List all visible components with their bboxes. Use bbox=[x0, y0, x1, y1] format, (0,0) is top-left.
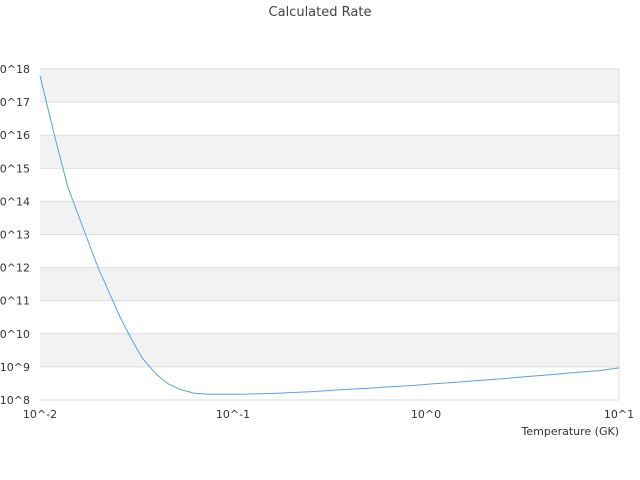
y-tick-label: 10^12 bbox=[0, 262, 30, 275]
x-tick-label: 10^-1 bbox=[216, 408, 250, 421]
y-tick-label: 10^15 bbox=[0, 162, 30, 175]
plot-band bbox=[40, 267, 619, 301]
y-tick-label: 10^17 bbox=[0, 96, 30, 109]
y-tick-label: 10^18 bbox=[0, 63, 30, 76]
y-tick-label: 10^16 bbox=[0, 129, 30, 142]
y-tick-label: 10^11 bbox=[0, 295, 30, 308]
grid-lines bbox=[40, 68, 620, 401]
x-tick-label: 10^1 bbox=[604, 408, 634, 421]
y-tick-label: 10^14 bbox=[0, 195, 30, 208]
plot-band bbox=[40, 300, 619, 334]
y-tick-label: 10^8 bbox=[0, 394, 30, 407]
plot-band bbox=[40, 366, 619, 400]
plot-band bbox=[40, 69, 619, 103]
plot-band bbox=[40, 135, 619, 169]
chart-title: Calculated Rate bbox=[269, 5, 372, 20]
plot-band bbox=[40, 201, 619, 235]
plot-band bbox=[40, 102, 619, 136]
x-axis-label: Temperature (GK) bbox=[521, 425, 620, 438]
rate-line bbox=[39, 75, 620, 395]
x-tick-label: 10^0 bbox=[411, 408, 441, 421]
plot-band bbox=[40, 234, 619, 268]
x-tick-labels: 10^-2 10^-1 10^0 10^1 bbox=[23, 408, 634, 421]
plot-bands bbox=[40, 69, 619, 400]
x-tick-label: 10^-2 bbox=[23, 408, 57, 421]
y-tick-label: 10^10 bbox=[0, 328, 30, 341]
series-group bbox=[39, 75, 620, 395]
plot-band bbox=[40, 168, 619, 202]
y-tick-label: 10^13 bbox=[0, 229, 30, 242]
y-tick-label: 10^9 bbox=[0, 361, 30, 374]
y-tick-labels: 10^18 10^17 10^16 10^15 10^14 10^13 10^12 10^11… bbox=[0, 63, 30, 407]
plot-band bbox=[40, 333, 619, 367]
